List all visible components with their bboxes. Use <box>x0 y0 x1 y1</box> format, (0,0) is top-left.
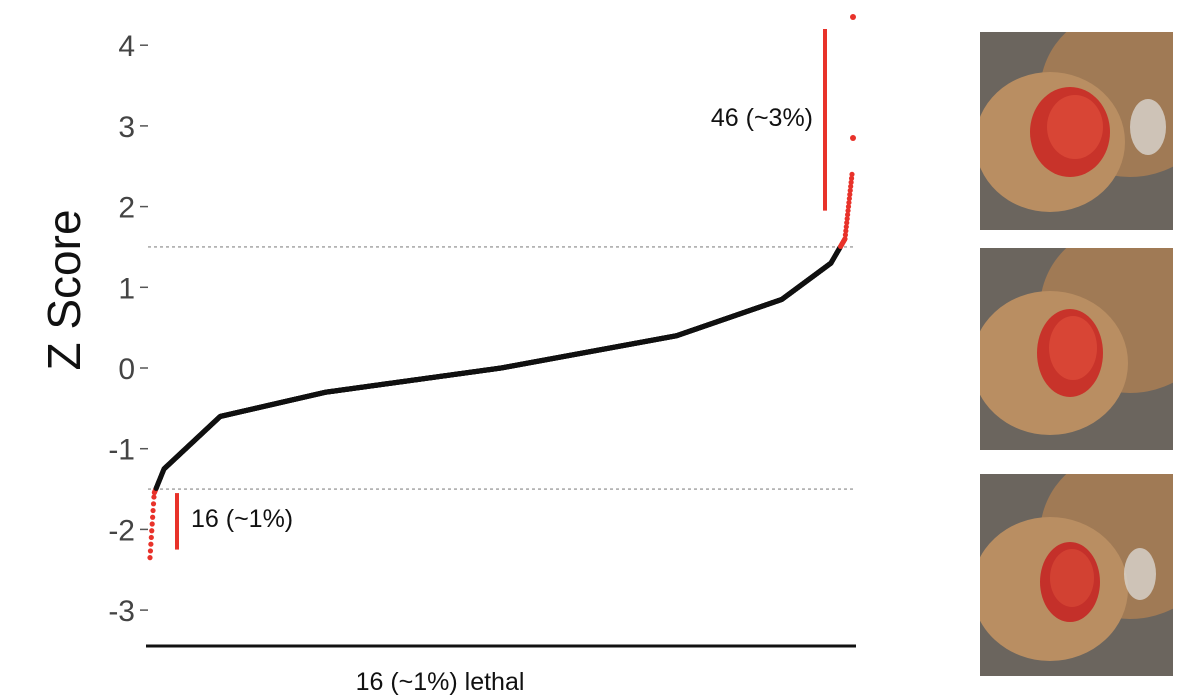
highlight-point <box>844 220 850 226</box>
data-points <box>147 13 856 561</box>
highlight-point <box>151 494 157 500</box>
y-axis: -3 -2 -1 0 1 2 3 4 <box>108 30 148 628</box>
highlight-point <box>150 507 156 514</box>
outlier-point <box>850 135 856 142</box>
fly-eye-photo-3 <box>980 474 1173 676</box>
fly-eye-photo-2 <box>980 248 1173 450</box>
annotation-label: 46 (~3%) <box>711 104 813 132</box>
highlight-point <box>843 224 849 230</box>
highlight-point <box>150 501 157 507</box>
outlier-point <box>850 13 856 20</box>
highlight-point <box>149 528 155 534</box>
y-tick-label: 2 <box>118 192 135 225</box>
highlight-point <box>845 204 852 210</box>
highlight-point <box>149 521 155 527</box>
annotations: 46 (~3%) 16 (~1%) <box>175 29 827 550</box>
highlight-point <box>148 534 154 541</box>
highlight-point <box>845 212 851 218</box>
y-tick-label: -3 <box>108 595 135 628</box>
threshold-lines <box>148 246 856 490</box>
highlight-point <box>846 199 852 206</box>
highlight-point <box>849 171 855 177</box>
y-tick-label: -1 <box>108 434 135 467</box>
highlight-point <box>148 541 154 547</box>
fly-eye-photo-1 <box>980 32 1173 230</box>
highlight-point <box>848 175 855 181</box>
highlight-point <box>846 195 852 202</box>
y-tick-label: 3 <box>118 111 135 144</box>
highlight-point <box>847 191 853 198</box>
highlight-point <box>147 555 153 561</box>
x-axis-label: 16 (~1%) lethal <box>356 668 525 696</box>
y-tick-label: 0 <box>118 353 135 386</box>
highlight-point <box>847 187 853 194</box>
highlight-point <box>848 183 854 190</box>
y-tick-label: -2 <box>108 514 135 547</box>
highlight-point <box>842 232 849 238</box>
highlight-point <box>844 216 850 222</box>
highlight-point <box>842 236 848 242</box>
highlight-point <box>843 228 849 234</box>
highlight-point <box>845 208 851 214</box>
z-score-chart: -3 -2 -1 0 1 2 3 4 46 (~3%) 16 (~1%) 16 (~1%) le… <box>38 13 856 696</box>
highlight-point <box>150 514 156 520</box>
y-tick-label: 4 <box>118 30 135 63</box>
highlight-point <box>147 548 154 554</box>
y-tick-label: 1 <box>118 272 135 305</box>
y-axis-title: Z Score <box>38 209 90 370</box>
annotation-label: 16 (~1%) <box>191 505 293 533</box>
highlight-point <box>848 179 854 185</box>
